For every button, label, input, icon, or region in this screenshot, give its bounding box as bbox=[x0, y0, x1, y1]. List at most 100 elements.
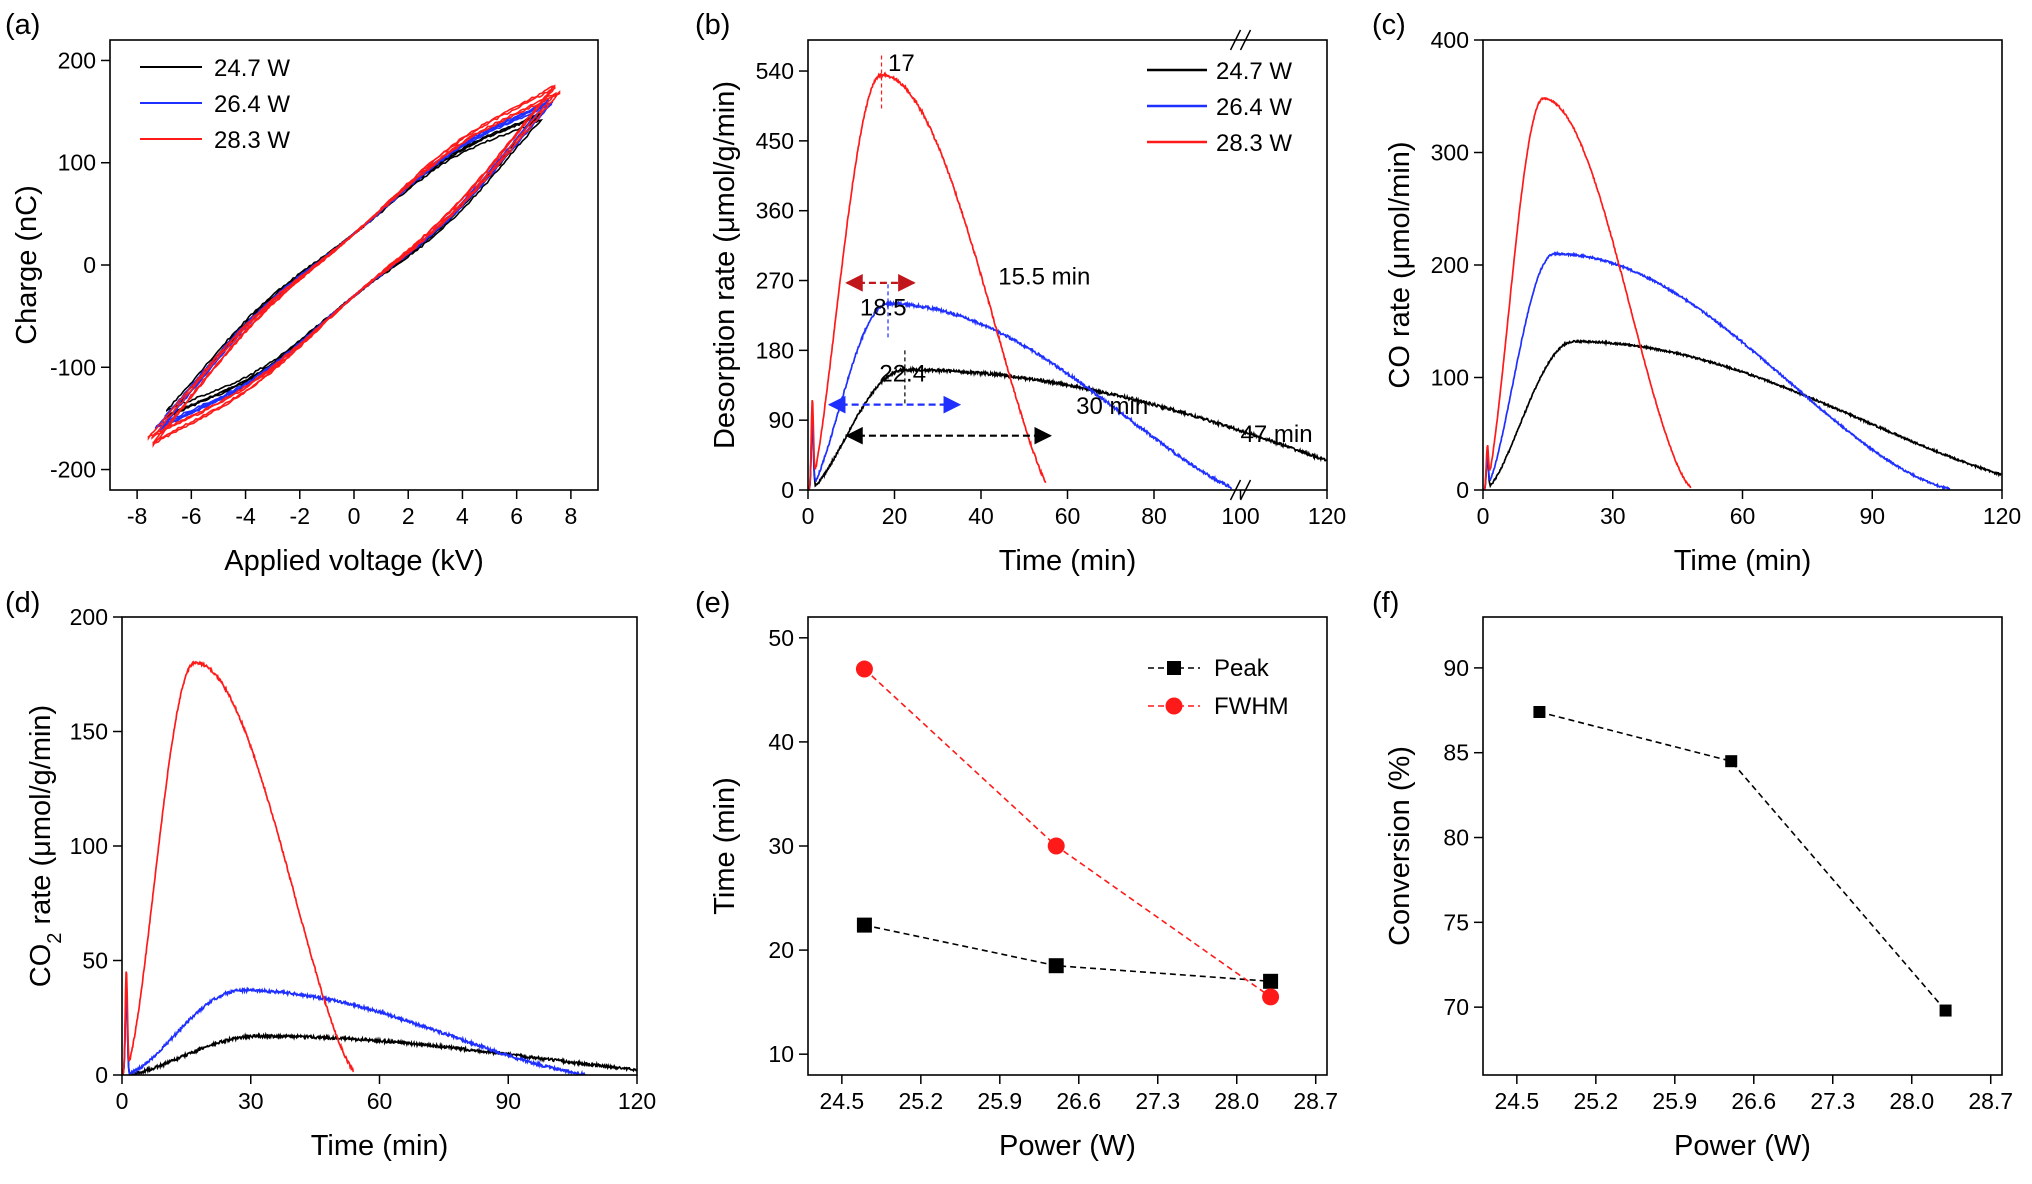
series-line bbox=[168, 112, 540, 419]
y-axis-title: CO rate (μmol/min) bbox=[1384, 141, 1416, 388]
annotation: 30 min bbox=[1076, 393, 1148, 420]
x-tick-label: 2 bbox=[402, 503, 415, 529]
x-tick-label: 90 bbox=[1859, 503, 1885, 529]
legend-label: Peak bbox=[1214, 655, 1270, 682]
annotation: 22.4 bbox=[879, 360, 926, 387]
y-tick-label: 0 bbox=[1456, 477, 1469, 503]
y-axis-title: Time (min) bbox=[709, 777, 741, 914]
series-line bbox=[152, 84, 556, 449]
series-line bbox=[166, 118, 544, 412]
y-tick-label: -100 bbox=[50, 354, 96, 380]
series-line bbox=[122, 993, 637, 1075]
y-axis-title: CO2 rate (μmol/g/min) bbox=[25, 705, 66, 987]
legend-label: FWHM bbox=[1214, 693, 1289, 720]
y-tick-label: 300 bbox=[1431, 140, 1469, 166]
x-axis-title: Time (min) bbox=[999, 545, 1136, 577]
x-axis-title: Time (min) bbox=[311, 1130, 448, 1162]
legend-marker bbox=[1165, 697, 1183, 715]
series-line bbox=[1483, 97, 1692, 490]
x-tick-label: 120 bbox=[1983, 503, 2021, 529]
chart-panel-c: 0 30 60 90 120 0 100 200 300 400 Time (min) CO rate… bbox=[1372, 9, 2021, 577]
x-tick-label: -8 bbox=[127, 503, 147, 529]
chart-panel-f: 24.5 25.2 25.9 26.6 27.3 28.0 28.7 70 75 80 85 90 Po… bbox=[1372, 587, 2013, 1162]
data-point bbox=[1262, 988, 1280, 1006]
data-point bbox=[1263, 973, 1279, 989]
x-tick-label: -4 bbox=[235, 503, 256, 529]
legend-label: 26.4 W bbox=[214, 91, 290, 118]
y-tick-label: 450 bbox=[756, 128, 794, 154]
panel-label: (e) bbox=[695, 587, 730, 619]
x-tick-label: 30 bbox=[1600, 503, 1626, 529]
x-tick-label: 40 bbox=[968, 503, 994, 529]
y-tick-label: 200 bbox=[70, 604, 108, 630]
x-tick-label: 24.5 bbox=[819, 1088, 864, 1114]
x-tick-label: 60 bbox=[1730, 503, 1756, 529]
x-axis-title: Applied voltage (kV) bbox=[224, 545, 484, 577]
annotation: 15.5 min bbox=[998, 263, 1090, 290]
x-tick-label: 0 bbox=[116, 1088, 129, 1114]
y-tick-label: 200 bbox=[58, 47, 96, 73]
legend-marker bbox=[1167, 661, 1181, 675]
y-tick-label: 150 bbox=[70, 719, 108, 745]
y-tick-label: 10 bbox=[768, 1041, 794, 1067]
legend-label: 28.3 W bbox=[214, 127, 290, 154]
x-tick-label: 27.3 bbox=[1135, 1088, 1180, 1114]
data-point bbox=[1939, 1004, 1952, 1017]
plot-frame bbox=[807, 616, 1328, 1076]
plot-frame bbox=[109, 39, 599, 491]
data-point bbox=[1533, 705, 1546, 718]
y-tick-label: 540 bbox=[756, 58, 794, 84]
data-point bbox=[1048, 958, 1064, 974]
x-tick-label: 0 bbox=[1477, 503, 1490, 529]
y-tick-label: 100 bbox=[58, 150, 96, 176]
series-line bbox=[808, 365, 1327, 490]
y-tick-label: 40 bbox=[768, 729, 794, 755]
y-tick-label: 0 bbox=[95, 1062, 108, 1088]
series-line bbox=[155, 100, 553, 430]
chart-panel-e: Peak FWHM 24.5 25.2 25.9 26.6 27.3 28.0 28.7 10 20… bbox=[695, 587, 1338, 1162]
x-tick-label: 28.0 bbox=[1214, 1088, 1259, 1114]
x-tick-label: 100 bbox=[1221, 503, 1259, 529]
y-tick-label: 20 bbox=[768, 937, 794, 963]
series-line bbox=[164, 112, 544, 420]
y-tick-label: 400 bbox=[1431, 27, 1469, 53]
series-line bbox=[1539, 711, 1947, 1012]
x-tick-label: 24.5 bbox=[1494, 1088, 1539, 1114]
y-tick-label: 270 bbox=[756, 268, 794, 294]
x-tick-label: 120 bbox=[1308, 503, 1346, 529]
y-tick-label: 50 bbox=[82, 948, 108, 974]
plot-frame bbox=[1482, 616, 2003, 1076]
x-tick-label: 28.0 bbox=[1889, 1088, 1934, 1114]
series-line bbox=[122, 660, 355, 1075]
series-line bbox=[1483, 250, 1951, 490]
x-tick-label: 60 bbox=[367, 1088, 393, 1114]
x-axis-title: Time (min) bbox=[1674, 545, 1811, 577]
x-tick-label: 90 bbox=[495, 1088, 521, 1114]
panel-label: (a) bbox=[5, 9, 40, 41]
x-tick-label: 25.2 bbox=[898, 1088, 943, 1114]
plot-frame bbox=[121, 616, 638, 1076]
data-point bbox=[855, 660, 873, 678]
x-tick-label: 80 bbox=[1141, 503, 1167, 529]
x-tick-label: 25.9 bbox=[977, 1088, 1022, 1114]
annotation: 47 min bbox=[1241, 421, 1313, 448]
y-axis-title: Conversion (%) bbox=[1384, 746, 1416, 946]
legend-label: 24.7 W bbox=[1216, 58, 1292, 85]
x-tick-label: 0 bbox=[348, 503, 361, 529]
series-line bbox=[164, 111, 544, 421]
data-point bbox=[1047, 837, 1065, 855]
annotation: 18.5 bbox=[860, 294, 907, 321]
annotation: 17 bbox=[888, 50, 915, 77]
chart-panel-b: 17 15.5 min 18.5 22.4 30 min 47 min 24.7 W 26.4… bbox=[695, 9, 1346, 577]
y-axis-title: Charge (nC) bbox=[11, 185, 43, 345]
y-tick-label: 0 bbox=[781, 477, 794, 503]
y-tick-label: 50 bbox=[768, 625, 794, 651]
series-line bbox=[808, 71, 1047, 490]
series-line bbox=[863, 668, 1272, 998]
series-line bbox=[147, 90, 561, 441]
y-tick-label: 90 bbox=[768, 407, 794, 433]
series-line bbox=[151, 91, 557, 440]
y-tick-label: -200 bbox=[50, 457, 96, 483]
x-axis-title: Power (W) bbox=[1674, 1130, 1811, 1162]
